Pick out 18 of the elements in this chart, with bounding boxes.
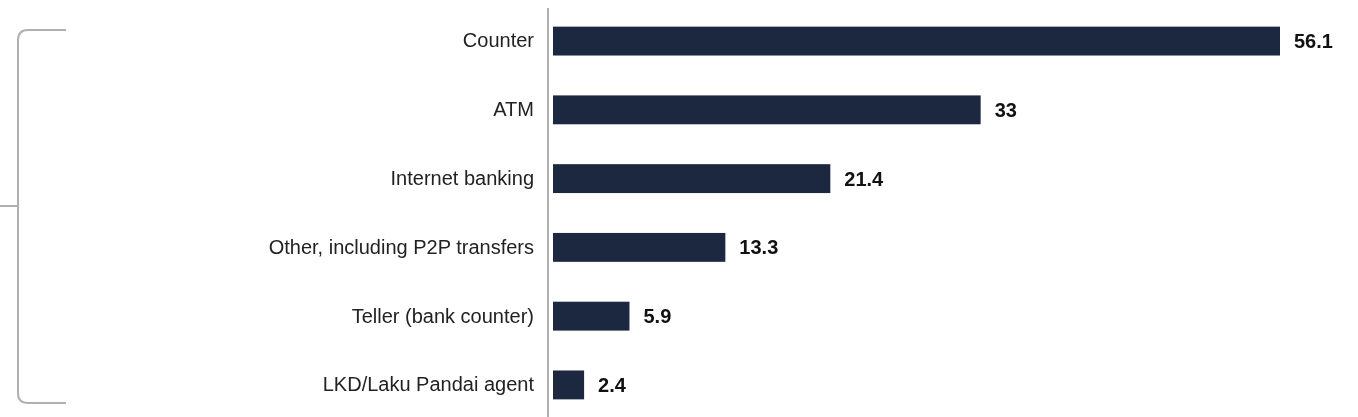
y-tick-label: LKD/Laku Pandai agent <box>322 373 535 396</box>
data-label: 33 <box>994 98 1017 121</box>
y-tick-label: Counter <box>462 29 535 52</box>
data-label: 13.3 <box>739 236 779 259</box>
data-label: 21.4 <box>844 167 885 190</box>
data-label: 5.9 <box>643 305 672 328</box>
bar <box>553 370 585 400</box>
bar <box>553 301 630 331</box>
data-label: 2.4 <box>598 373 627 396</box>
data-label: 56.1 <box>1294 30 1333 53</box>
y-tick-label: Internet banking <box>390 167 534 190</box>
y-tick-label: ATM <box>493 98 534 121</box>
bar <box>553 232 726 262</box>
y-tick-label: Other, including P2P transfers <box>268 235 534 258</box>
bar <box>553 164 831 194</box>
bar <box>553 95 981 125</box>
bar <box>553 26 1280 56</box>
y-tick-label: Teller (bank counter) <box>351 304 534 327</box>
